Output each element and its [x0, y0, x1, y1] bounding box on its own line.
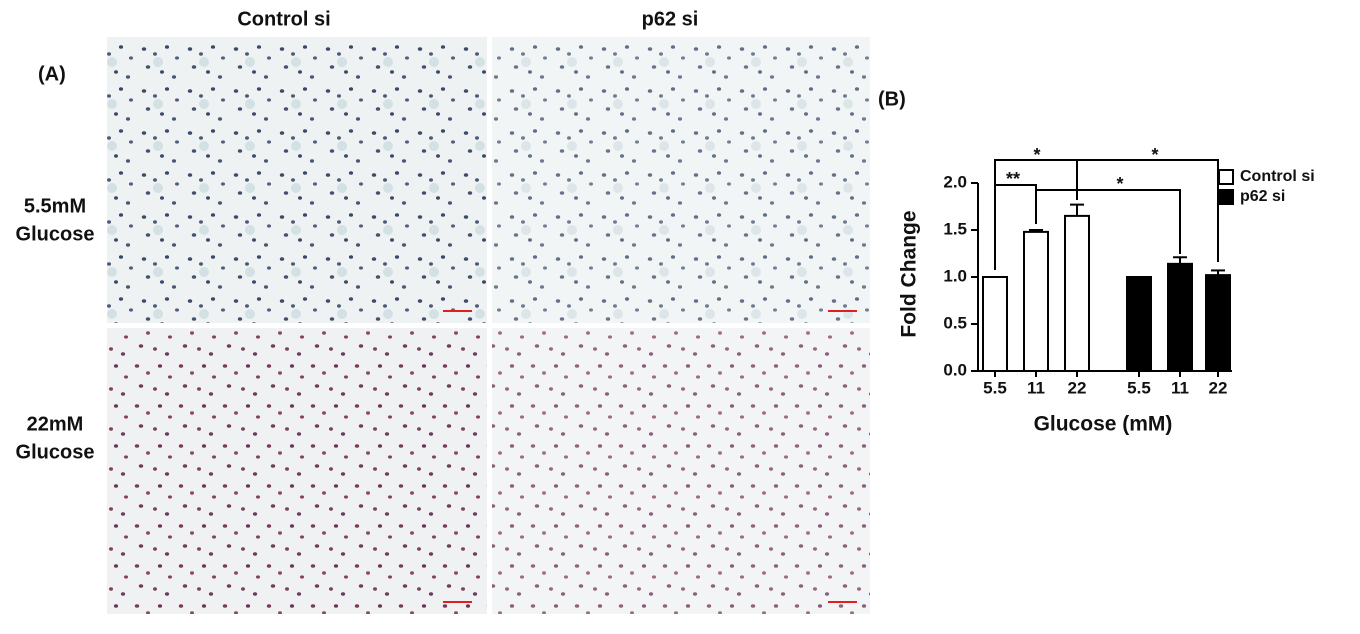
x-tick-label: 5.5	[1127, 378, 1151, 397]
significance: *	[1033, 145, 1040, 165]
legend-label: p62 si	[1240, 188, 1285, 205]
legend-swatch	[1218, 189, 1234, 205]
y-axis-label: Fold Change	[898, 210, 921, 337]
bar	[1023, 230, 1049, 372]
significance: **	[1006, 169, 1020, 189]
bar	[1126, 276, 1152, 372]
row-label: Glucose	[16, 441, 95, 463]
significance-brackets	[994, 159, 1219, 270]
x-tick-label: 11	[1171, 378, 1189, 397]
panel-label: (B)	[878, 88, 906, 110]
legend-swatch	[1218, 169, 1234, 185]
y-tick-label: 0.0	[943, 360, 967, 379]
y-tick-label: 1.5	[943, 219, 967, 238]
significance: *	[1116, 174, 1123, 194]
bar	[1205, 274, 1231, 372]
x-tick-label: 22	[1068, 378, 1087, 397]
significance: *	[1151, 145, 1158, 165]
micrograph	[492, 37, 870, 323]
micrograph	[492, 328, 870, 614]
y-tick-label: 1.0	[943, 266, 967, 285]
legend-label: Control si	[1240, 168, 1315, 185]
bar	[1167, 262, 1193, 372]
micrograph	[107, 328, 487, 614]
bar	[1064, 214, 1090, 372]
y-tick-label: 2.0	[943, 172, 967, 191]
x-tick-label: 5.5	[983, 378, 1007, 397]
bar	[982, 276, 1008, 372]
bracket	[994, 159, 1219, 270]
y-tick-label: 0.5	[943, 313, 967, 332]
micrographs	[107, 37, 870, 614]
column-header: Control si	[237, 8, 330, 30]
bracket	[995, 184, 1037, 224]
column-header: p62 si	[642, 8, 699, 30]
row-label: 5.5mM	[24, 195, 86, 217]
x-axis-label: Glucose (mM)	[1034, 413, 1173, 436]
panel-label: (A)	[38, 63, 66, 85]
row-label: 22mM	[27, 413, 84, 435]
bracket	[1036, 189, 1181, 254]
row-label: Glucose	[16, 223, 95, 245]
micrograph	[107, 37, 487, 323]
x-tick-label: 11	[1027, 378, 1045, 397]
x-tick-label: 22	[1209, 378, 1228, 397]
